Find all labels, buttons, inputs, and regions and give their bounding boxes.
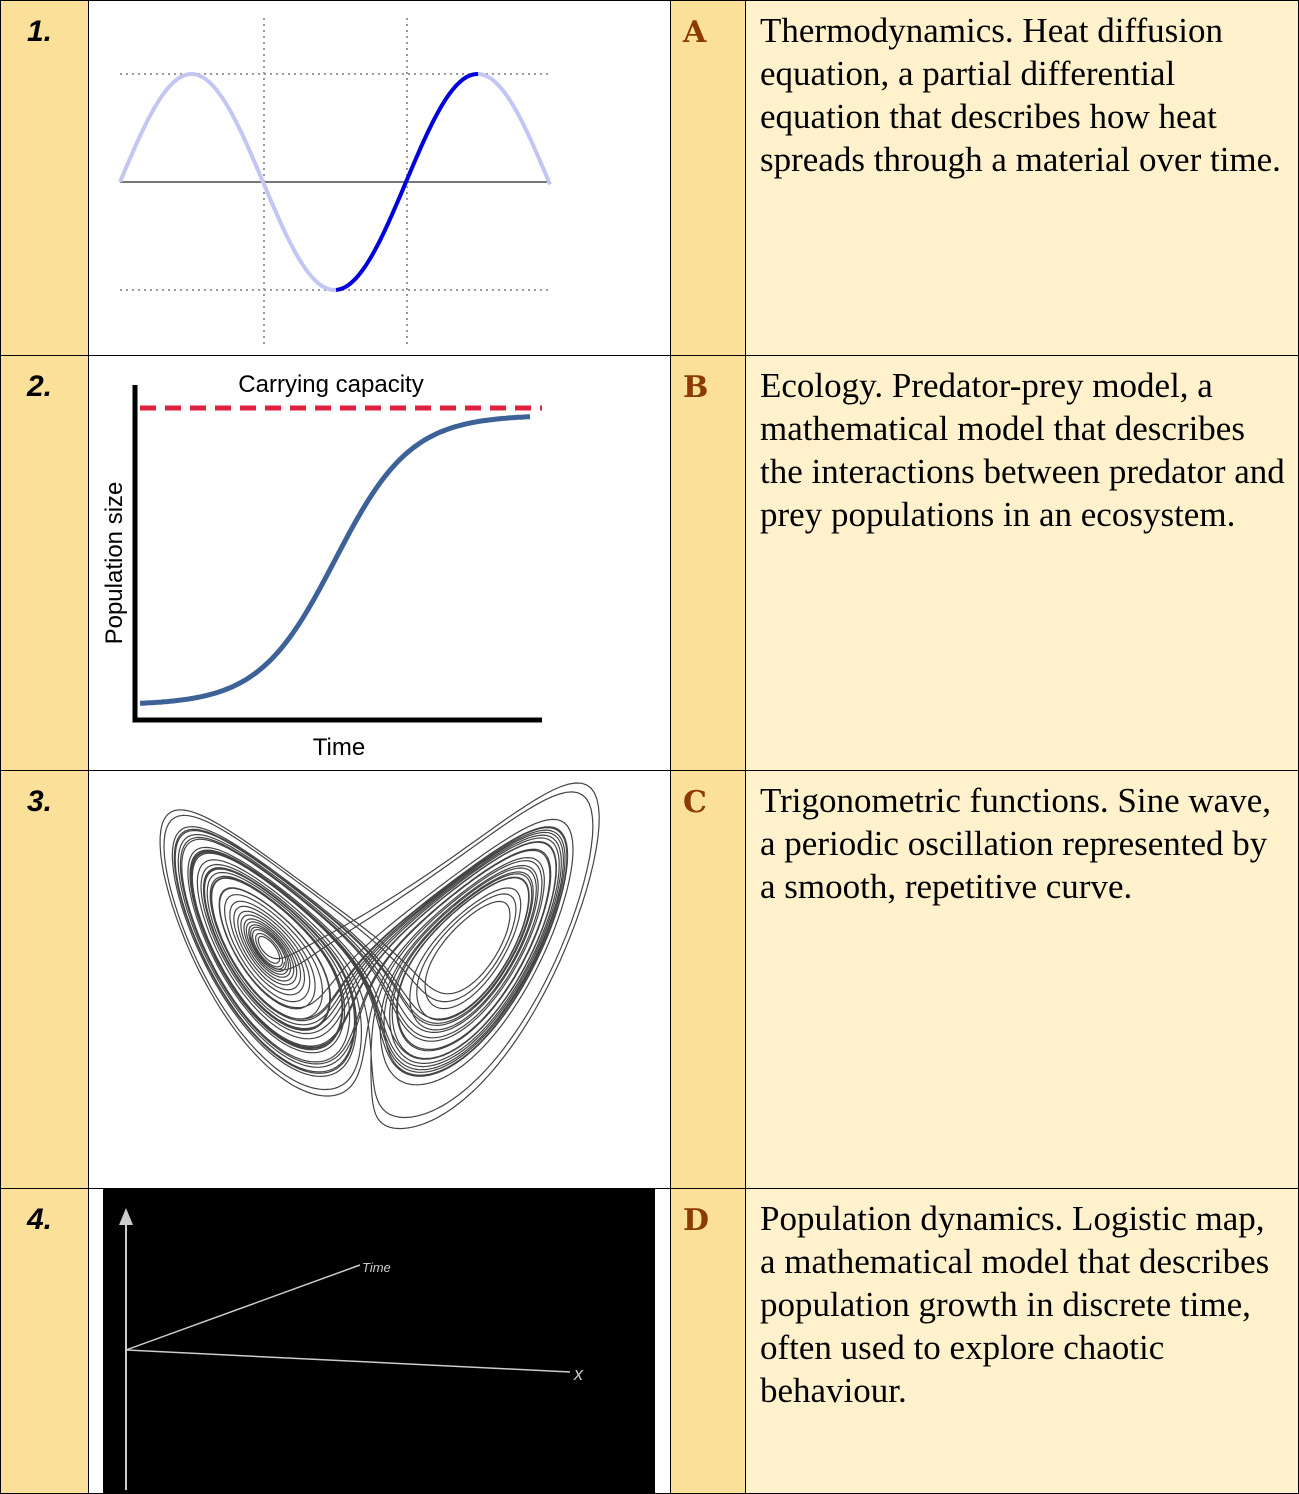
figure-cell <box>88 770 671 1189</box>
row-text: Trigonometric functions. Sine wave, a pe… <box>745 770 1299 1189</box>
wave-background <box>103 1188 655 1494</box>
row-letter: A <box>670 0 746 356</box>
axis <box>125 1349 571 1373</box>
attractor <box>159 782 600 1130</box>
growth-curve <box>139 414 531 706</box>
axis-label: x <box>573 1364 584 1384</box>
y-axis-label: Population size <box>101 482 128 645</box>
sine-curve-highlight <box>335 72 479 292</box>
x-axis-label: Time <box>313 734 365 761</box>
figure-title: Carrying capacity <box>238 371 423 398</box>
axes <box>132 385 542 723</box>
row-letter: C <box>670 770 746 1189</box>
row-text: Ecology. Predator-prey model, a mathemat… <box>745 355 1299 771</box>
row-text: Thermodynamics. Heat diffusion equation,… <box>745 0 1299 356</box>
axis <box>125 1264 361 1351</box>
row-number: 4. <box>0 1188 89 1494</box>
arrow <box>119 1208 133 1225</box>
row-letter: B <box>670 355 746 771</box>
row-number: 1. <box>0 0 89 356</box>
row-letter: D <box>670 1188 746 1494</box>
row-number: 3. <box>0 770 89 1189</box>
axis-label: Time <box>362 1260 391 1275</box>
sine-curve <box>118 71 552 293</box>
